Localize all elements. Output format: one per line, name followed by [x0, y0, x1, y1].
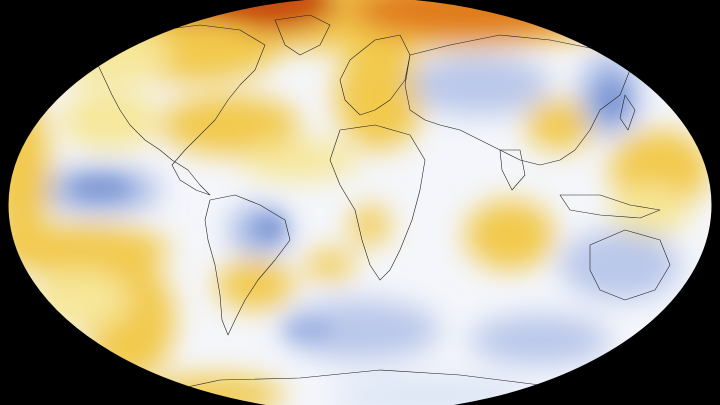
asia-cool — [410, 55, 550, 115]
coastline-africa — [329, 124, 426, 281]
amazon-cool-core — [256, 216, 284, 240]
china-warm — [525, 100, 595, 150]
africa-warm-south — [305, 250, 355, 280]
east-asia-cool-core — [598, 82, 626, 118]
africa-warm-west — [350, 205, 390, 245]
west-coast-warm — [8, 90, 50, 250]
indian-ocean-warm — [465, 200, 555, 270]
southern-cool-core — [285, 320, 335, 340]
europe-warm — [335, 40, 425, 150]
globe-edge — [7, 0, 713, 405]
coastline-japan — [619, 94, 636, 131]
indonesia-warm — [610, 185, 690, 235]
coastline-north-america — [94, 24, 266, 196]
coastline-australia — [589, 229, 671, 301]
coastline-indonesia — [559, 194, 661, 219]
atlantic-warm-strip — [240, 140, 360, 180]
southern-ocean-cool-2 — [470, 315, 610, 365]
central-pacific-cool-core — [70, 178, 130, 198]
coastline-india — [499, 149, 526, 191]
us-west-warm — [60, 90, 160, 150]
coastline-south-america — [204, 194, 291, 336]
coastline-europe — [339, 34, 411, 116]
coastline-greenland — [274, 14, 331, 56]
arctic-hotspot-east — [350, 0, 590, 40]
southern-ocean-cool — [280, 300, 440, 360]
coastline-asia — [404, 34, 631, 166]
australia-cool — [560, 230, 680, 300]
